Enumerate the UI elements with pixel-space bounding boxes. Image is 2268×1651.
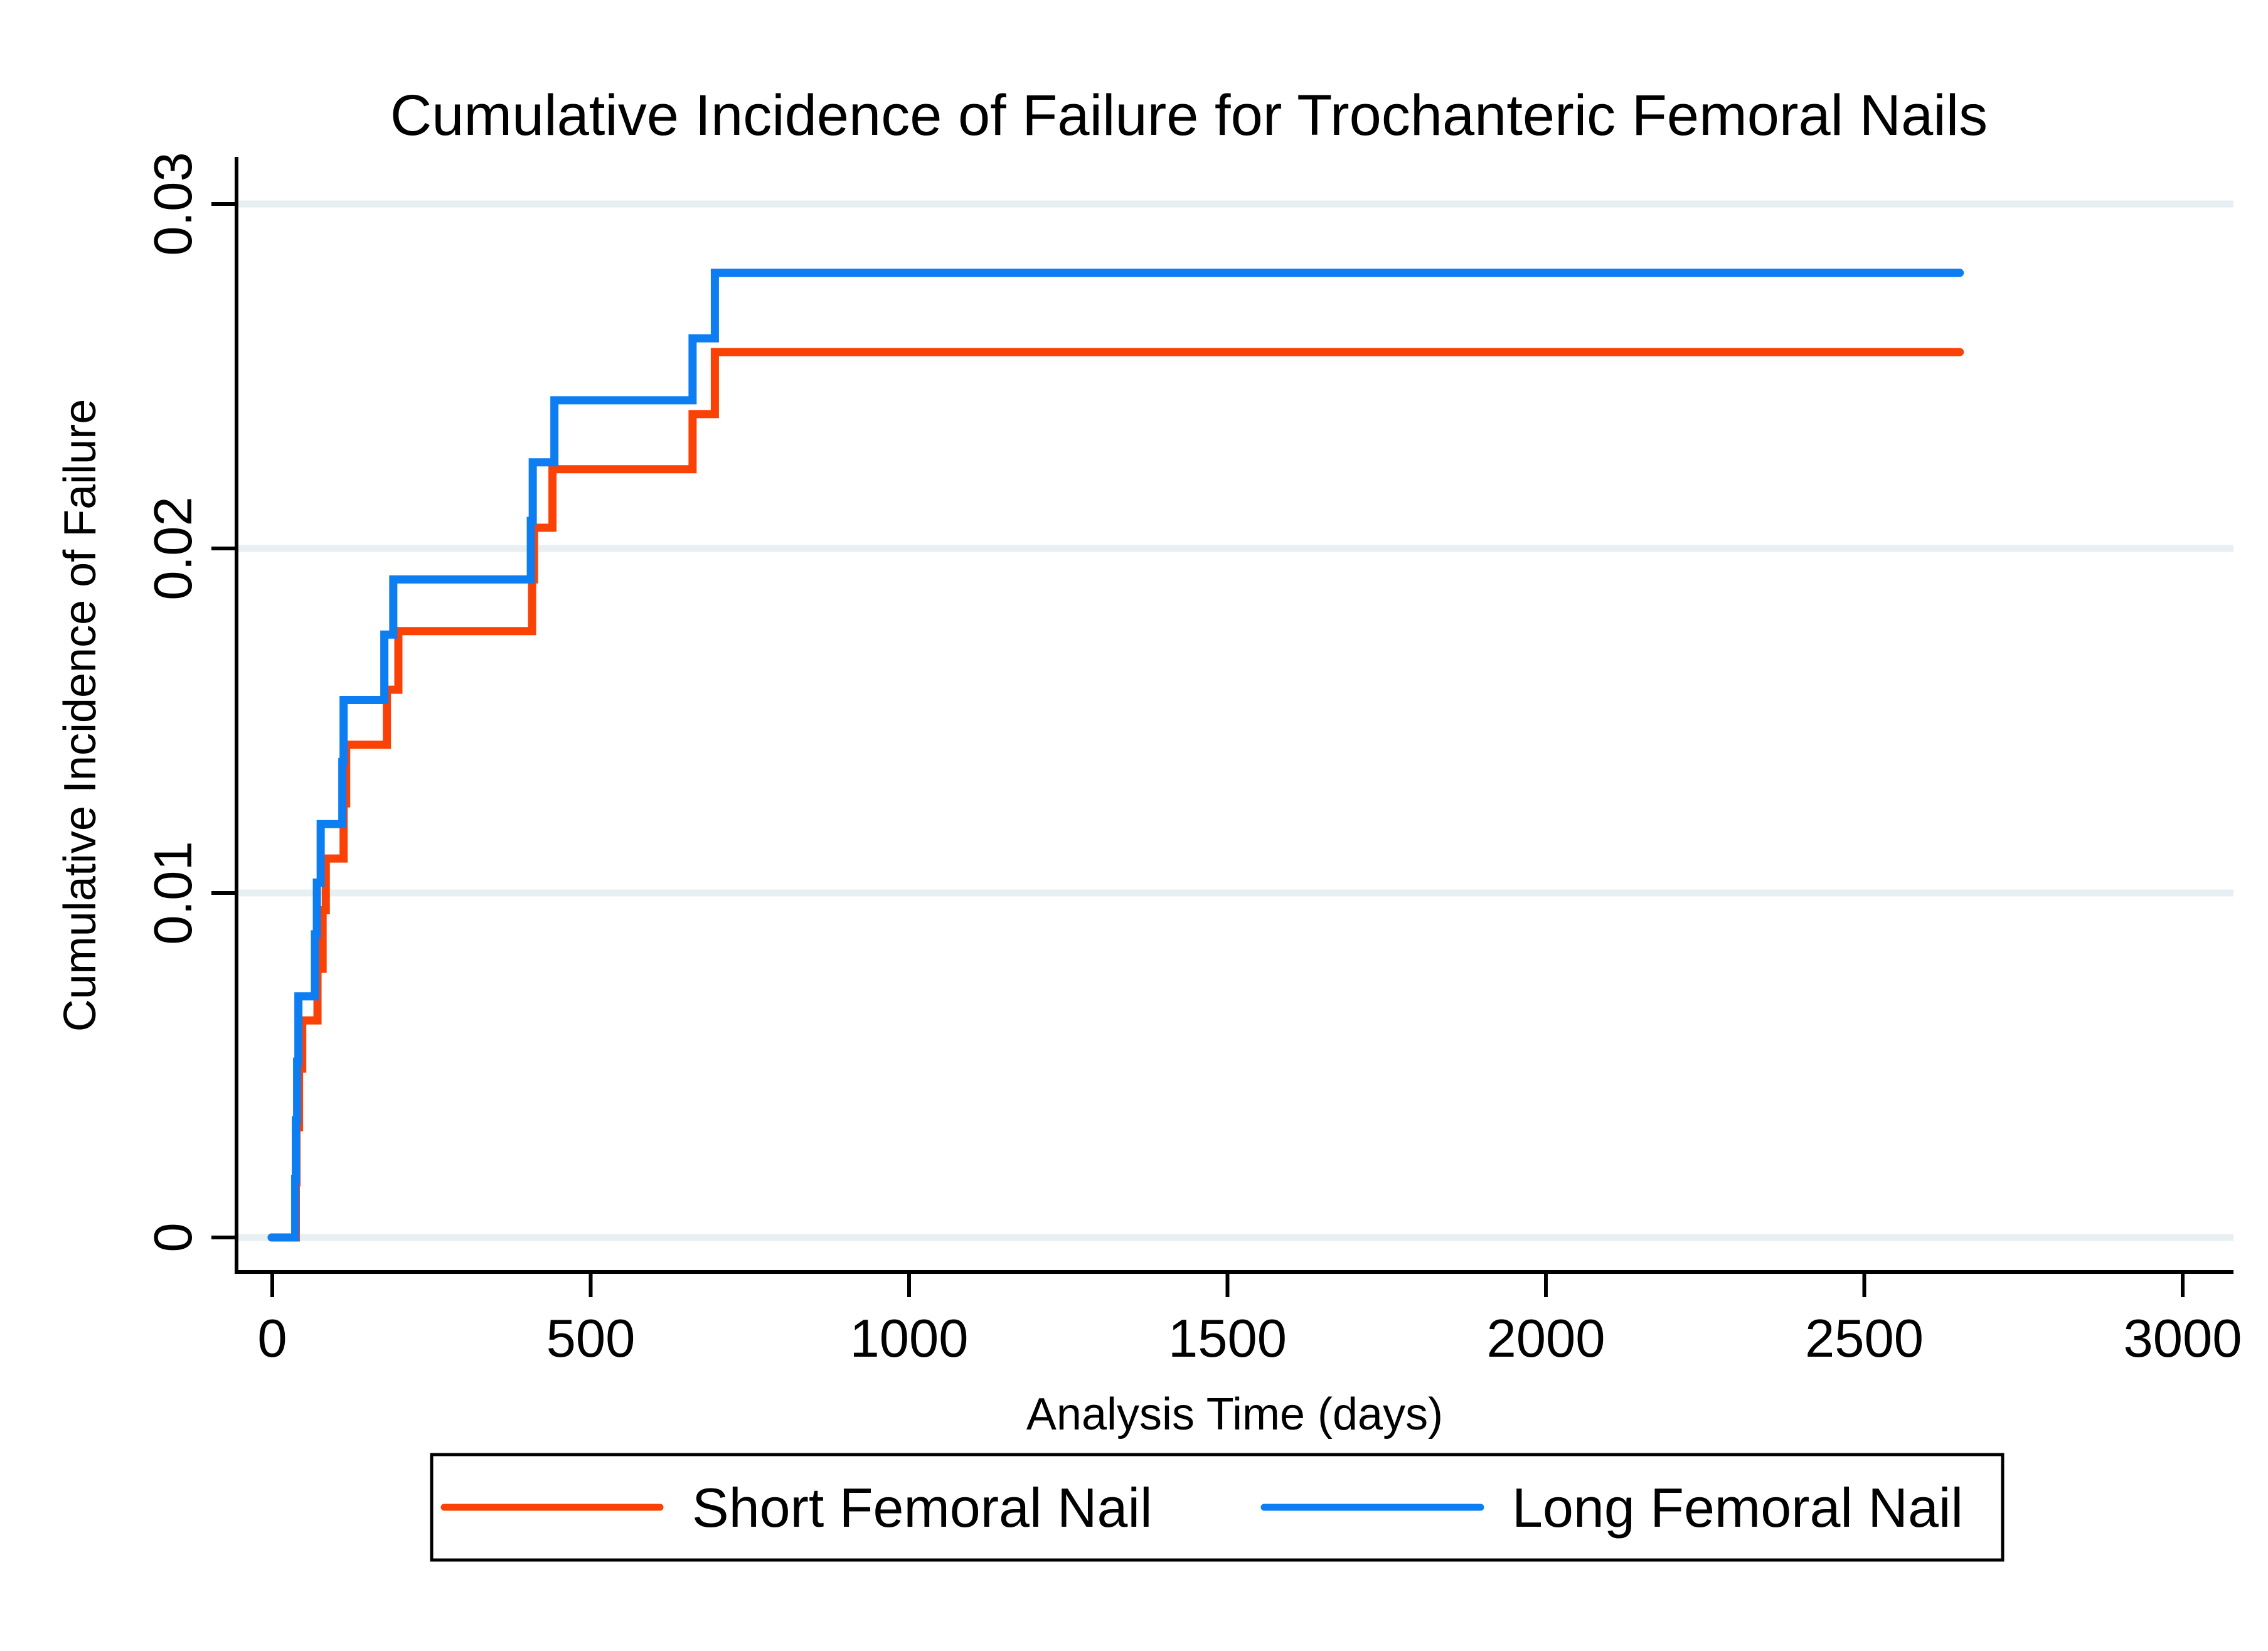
y-axis-title: Cumulative Incidence of Failure	[55, 399, 105, 1032]
series-line-short-femoral-nail	[267, 348, 1964, 1242]
y-tick-label: 0	[144, 1222, 203, 1252]
y-tick-label: 0.02	[144, 496, 203, 600]
x-tick-label: 500	[546, 1309, 636, 1369]
legend-box	[430, 1453, 2004, 1562]
x-axis-ticks: 0 500 1000 1500 2000 2500 3000	[257, 1272, 2242, 1369]
legend-label-long-femoral-nail: Long Femoral Nail	[1512, 1477, 1963, 1539]
y-axis-ticks: 0 0.01 0.02 0.03	[144, 152, 237, 1253]
x-axis-title: Analysis Time (days)	[1026, 1389, 1443, 1440]
x-tick-label: 2500	[1805, 1309, 1924, 1369]
gridlines	[238, 200, 2233, 1241]
legend-label-short-femoral-nail: Short Femoral Nail	[692, 1477, 1153, 1539]
legend: Short Femoral Nail Long Femoral Nail	[430, 1453, 2004, 1562]
y-tick-label: 0.01	[144, 841, 203, 944]
chart-title: Cumulative Incidence of Failure for Troc…	[390, 83, 1988, 147]
series-lines	[267, 269, 1964, 1242]
x-tick-label: 2000	[1486, 1309, 1605, 1369]
x-tick-label: 3000	[2123, 1309, 2242, 1369]
x-tick-label: 1500	[1168, 1309, 1287, 1369]
x-tick-label: 0	[257, 1309, 287, 1369]
y-tick-label: 0.03	[144, 152, 203, 255]
x-tick-label: 1000	[849, 1309, 968, 1369]
series-line-long-femoral-nail	[267, 269, 1964, 1242]
